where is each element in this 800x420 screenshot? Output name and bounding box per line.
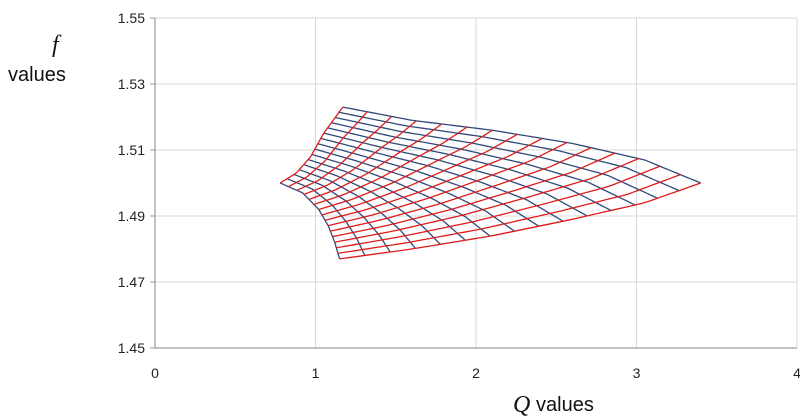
mesh-blue-curve xyxy=(314,148,515,232)
mesh-blue-curve xyxy=(311,153,491,237)
mesh-red-curve xyxy=(337,174,681,254)
mesh-red-curve xyxy=(288,111,368,188)
y-axis-label-variable: f xyxy=(52,32,62,58)
mesh-red-curve xyxy=(339,182,701,260)
mesh-blue-curve xyxy=(331,122,636,206)
mesh-red-curve xyxy=(313,126,468,206)
mesh-blue-curve xyxy=(320,137,564,222)
mesh-blue-curve xyxy=(323,132,588,217)
mesh-red-curve xyxy=(336,165,661,249)
mesh-red-curve xyxy=(332,152,616,238)
y-tick-label: 1.45 xyxy=(118,340,145,356)
mesh-blue-curve xyxy=(299,169,416,249)
mesh-blue-curve xyxy=(327,127,612,212)
x-tick-label: 1 xyxy=(312,365,320,381)
mesh-blue-curve xyxy=(317,143,540,227)
tick-labels: 0 1 2 3 4 1.45 1.47 1.49 1.51 1.53 1.55 xyxy=(118,10,800,381)
axes xyxy=(150,17,797,349)
mesh-red-curve xyxy=(328,141,568,227)
y-tick-label: 1.51 xyxy=(118,142,145,158)
mesh-blue-curve xyxy=(293,173,391,253)
mesh-red-curves xyxy=(279,106,701,260)
mesh-red-curve xyxy=(321,133,518,216)
mesh-blue-curve xyxy=(279,182,341,260)
mesh-red-curve xyxy=(334,157,639,243)
y-axis-label-text: values xyxy=(8,64,66,86)
mesh-red-curve xyxy=(318,129,493,211)
mesh-blue-curve xyxy=(342,106,701,184)
mesh-red-curve xyxy=(308,123,443,201)
mesh-blue-curve xyxy=(338,111,680,192)
mesh-red-curve xyxy=(330,147,592,232)
mesh-red-curve xyxy=(324,137,543,221)
mesh-red-curve xyxy=(279,106,344,184)
x-tick-label: 3 xyxy=(633,365,641,381)
x-tick-label: 2 xyxy=(472,365,480,381)
y-tick-label: 1.55 xyxy=(118,10,145,26)
mesh-blue-curve xyxy=(307,158,466,241)
grid xyxy=(155,17,798,348)
x-tick-label: 4 xyxy=(793,365,800,381)
mesh-blue-curve xyxy=(286,178,366,256)
x-axis-label-text: values xyxy=(536,394,594,416)
x-tick-label: 0 xyxy=(151,365,159,381)
mesh-red-curve xyxy=(296,115,393,191)
y-tick-label: 1.49 xyxy=(118,208,145,224)
x-axis-label-variable: Q xyxy=(513,392,530,418)
mesh-blue-curve xyxy=(335,116,658,199)
y-tick-label: 1.53 xyxy=(118,76,145,92)
mesh-blue-curves xyxy=(279,106,701,260)
mesh-red-curve xyxy=(303,120,417,195)
y-tick-label: 1.47 xyxy=(118,274,145,290)
mesh-blue-curve xyxy=(303,164,441,245)
